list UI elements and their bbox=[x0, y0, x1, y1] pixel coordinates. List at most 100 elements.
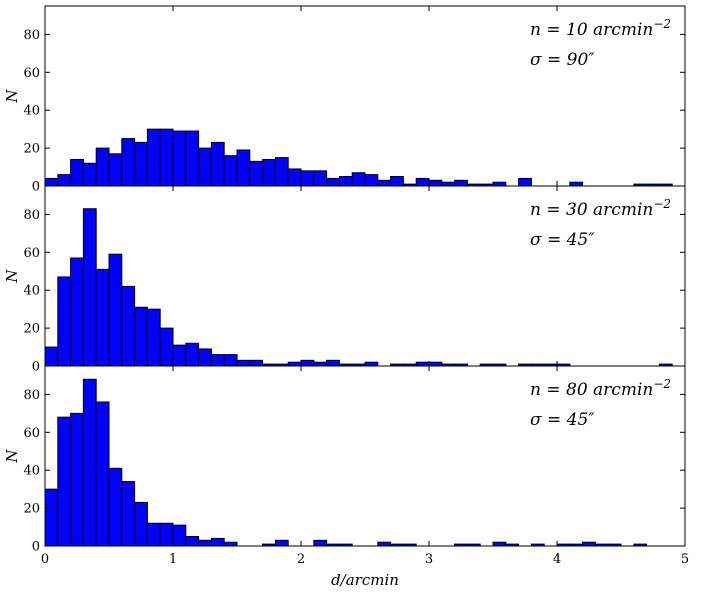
y-tick-label: 60 bbox=[23, 66, 40, 81]
histogram-bar bbox=[198, 147, 212, 187]
histogram-bar bbox=[185, 130, 200, 187]
x-tick-label: 5 bbox=[681, 552, 689, 567]
histogram-bar bbox=[262, 158, 276, 187]
histogram-bar bbox=[172, 130, 187, 187]
histogram-bar bbox=[146, 308, 161, 367]
histogram-bar bbox=[159, 128, 174, 187]
x-tick-label: 4 bbox=[553, 552, 561, 567]
histogram-bar bbox=[338, 176, 353, 187]
histogram-bar bbox=[223, 155, 238, 187]
y-tick-label: 0 bbox=[32, 360, 40, 375]
histogram-bar bbox=[146, 128, 161, 187]
histogram-bar bbox=[428, 179, 443, 187]
histogram-bar bbox=[428, 361, 443, 367]
histogram-bar bbox=[57, 416, 72, 547]
y-axis-label: N bbox=[3, 89, 21, 104]
histogram-bar bbox=[44, 177, 59, 187]
histogram-bar bbox=[364, 174, 379, 187]
y-tick-label: 20 bbox=[23, 142, 40, 157]
histogram-bar bbox=[415, 177, 430, 187]
panel-frame bbox=[44, 365, 686, 547]
histogram-bar bbox=[82, 208, 97, 367]
histogram-bar bbox=[313, 361, 328, 367]
histogram-bar bbox=[300, 359, 315, 367]
histogram-bar bbox=[364, 361, 379, 367]
histogram-bar bbox=[492, 541, 507, 547]
sigma-annotation: σ = 45″ bbox=[530, 230, 595, 250]
histogram-bar bbox=[223, 354, 238, 367]
histogram-bar bbox=[70, 158, 84, 187]
histogram-bar bbox=[70, 257, 84, 367]
histogram-bar bbox=[134, 141, 148, 187]
histogram-bar bbox=[57, 174, 72, 187]
histogram-bar bbox=[274, 539, 289, 547]
y-axis-label: N bbox=[3, 449, 21, 464]
histogram-bar bbox=[159, 327, 174, 367]
histogram-bar bbox=[326, 177, 340, 187]
histogram-bar bbox=[44, 346, 59, 367]
histogram-bar bbox=[172, 344, 187, 367]
x-tick-label: 1 bbox=[169, 552, 177, 567]
histogram-bar bbox=[326, 359, 340, 367]
x-tick-label: 0 bbox=[41, 552, 49, 567]
y-tick-label: 80 bbox=[23, 388, 40, 403]
histogram-bar bbox=[95, 268, 110, 367]
histogram-bar bbox=[134, 501, 148, 547]
histogram-bar bbox=[223, 541, 238, 547]
y-axis-label: N bbox=[3, 269, 21, 284]
histogram-bar bbox=[518, 177, 532, 187]
histogram-bar bbox=[415, 361, 430, 367]
histogram-bar bbox=[108, 467, 123, 547]
histogram-bar bbox=[236, 149, 251, 187]
histogram-bar bbox=[249, 160, 264, 187]
histogram-bar bbox=[121, 138, 136, 187]
density-annotation: n = 10 arcmin−2 bbox=[530, 17, 671, 40]
histogram-bar bbox=[198, 539, 212, 547]
histogram-bar bbox=[287, 168, 302, 187]
histogram-bar bbox=[70, 412, 84, 547]
histogram-bar bbox=[441, 181, 456, 187]
histogram-bar bbox=[108, 153, 123, 187]
histogram-bar bbox=[210, 537, 225, 547]
histogram-bar bbox=[569, 181, 584, 187]
histogram-bar bbox=[82, 162, 97, 187]
histogram-bar bbox=[172, 524, 187, 547]
histogram-bar bbox=[377, 179, 392, 187]
histogram-bar bbox=[313, 539, 328, 547]
histogram-bar bbox=[198, 348, 212, 367]
histogram-bar bbox=[454, 179, 468, 187]
histogram-bar bbox=[121, 481, 136, 547]
histogram-bar bbox=[287, 361, 302, 367]
histogram-bar bbox=[95, 147, 110, 187]
histogram-bar bbox=[159, 522, 174, 547]
sigma-annotation: σ = 90″ bbox=[530, 50, 595, 70]
histogram-bar bbox=[313, 170, 328, 187]
histogram-bar bbox=[44, 488, 59, 547]
sigma-annotation: σ = 45″ bbox=[530, 410, 595, 430]
y-tick-label: 20 bbox=[23, 502, 40, 517]
histogram-bar bbox=[121, 285, 136, 367]
histogram-bar bbox=[134, 306, 148, 367]
y-tick-label: 20 bbox=[23, 322, 40, 337]
y-tick-label: 60 bbox=[23, 426, 40, 441]
histogram-bar bbox=[185, 536, 200, 547]
histogram-bar bbox=[82, 378, 97, 547]
y-tick-label: 40 bbox=[23, 284, 40, 299]
histogram-bar bbox=[210, 141, 225, 187]
histogram-bar bbox=[108, 253, 123, 367]
histogram-bar bbox=[390, 176, 404, 187]
y-tick-label: 0 bbox=[32, 180, 40, 195]
histogram-bar bbox=[351, 172, 366, 187]
density-annotation: n = 80 arcmin−2 bbox=[530, 377, 671, 400]
histogram-bar bbox=[274, 157, 289, 187]
histogram-bar bbox=[377, 541, 392, 547]
y-tick-label: 40 bbox=[23, 104, 40, 119]
histogram-bar bbox=[249, 359, 264, 367]
histogram-bar bbox=[492, 181, 507, 187]
x-tick-label: 2 bbox=[297, 552, 305, 567]
y-tick-label: 80 bbox=[23, 28, 40, 43]
histogram-bar bbox=[582, 541, 596, 547]
histogram-bar bbox=[210, 354, 225, 367]
